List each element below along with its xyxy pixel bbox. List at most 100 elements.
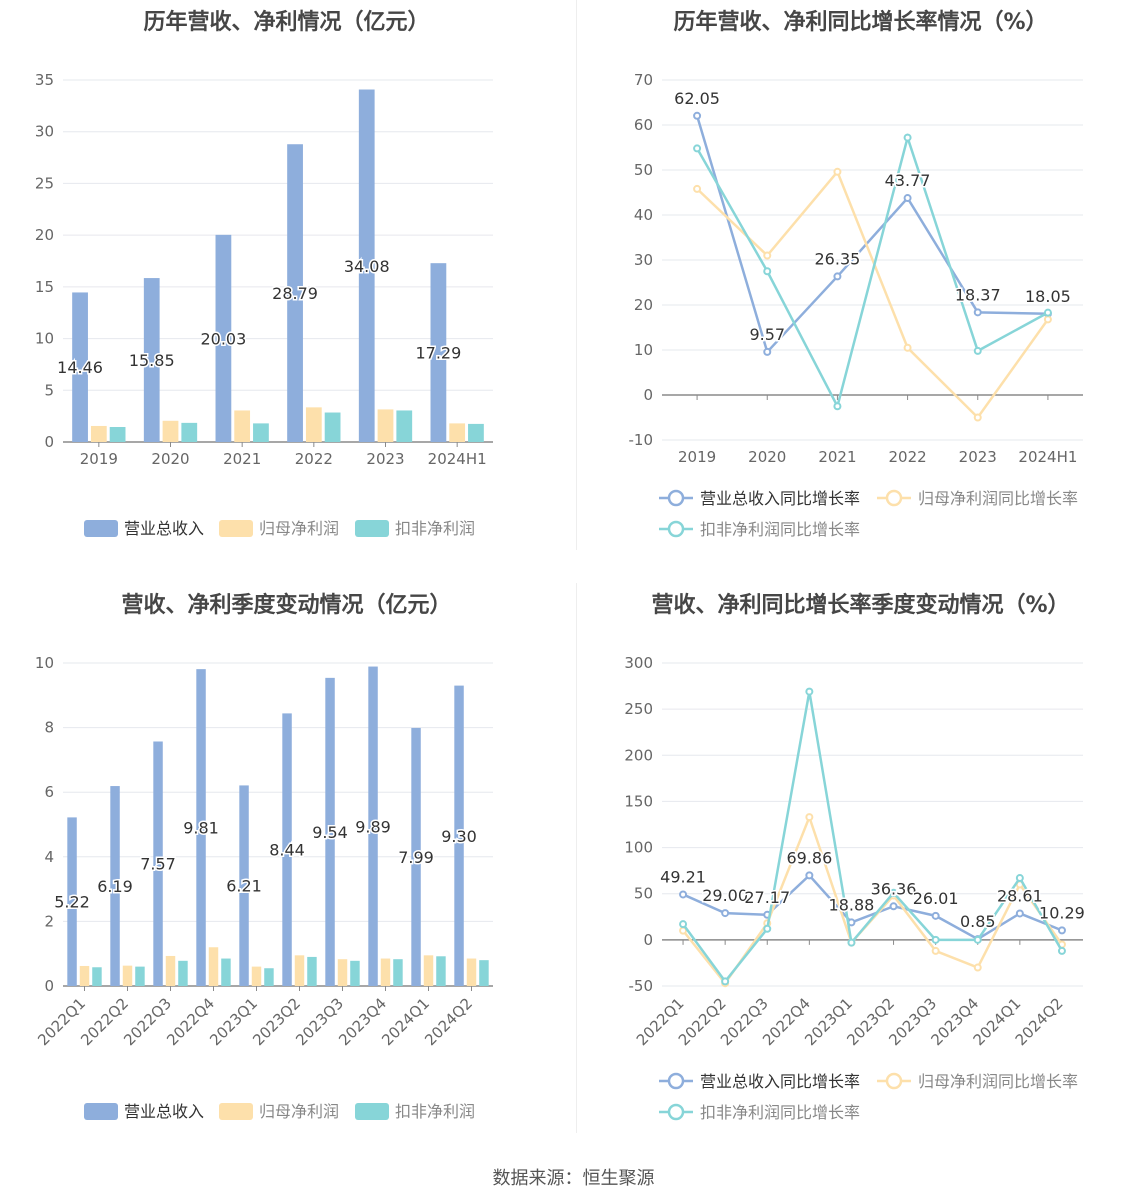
data-label: 9.54 — [312, 823, 348, 842]
legend-label: 营业总收入 — [124, 519, 204, 538]
x-tick-label: 2023 — [366, 450, 404, 468]
data-label: 6.21 — [226, 877, 262, 896]
x-tick-label: 2023 — [959, 448, 997, 466]
point — [973, 413, 982, 422]
line-deducted-growth — [682, 691, 1064, 984]
bar-deducted-profit — [181, 422, 198, 442]
point — [763, 924, 772, 933]
y-tick-label: 0 — [643, 386, 653, 404]
y-tick-label: 6 — [44, 783, 54, 801]
x-tick-label: 2021 — [223, 450, 261, 468]
data-label: 26.35 — [815, 249, 861, 268]
bar-net-profit — [90, 425, 107, 442]
point — [805, 813, 814, 822]
data-label: 8.44 — [269, 841, 305, 860]
legend-label: 扣非净利润同比增长率 — [700, 1103, 860, 1122]
data-label: 6.19 — [97, 877, 133, 896]
point — [805, 871, 814, 880]
data-label: 18.88 — [829, 895, 875, 914]
data-label: 17.29 — [415, 344, 461, 363]
point — [1015, 909, 1024, 918]
point — [903, 343, 912, 352]
data-label: 15.85 — [129, 351, 175, 370]
x-tick-label: 2022 — [295, 450, 333, 468]
line-revenue-growth — [695, 115, 1048, 355]
data-label: 26.01 — [913, 889, 959, 908]
legend-marker — [885, 489, 903, 507]
y-tick-label: 250 — [624, 700, 653, 718]
y-tick-label: 40 — [634, 206, 653, 224]
y-tick-label: 0 — [44, 433, 54, 451]
y-tick-label: 150 — [624, 792, 653, 810]
x-tick-label: 2019 — [80, 450, 118, 468]
legend-label: 扣非净利润 — [395, 519, 475, 538]
y-tick-label: 300 — [624, 654, 653, 672]
y-tick-label: 50 — [634, 161, 653, 179]
point — [889, 888, 898, 897]
y-tick-label: 70 — [634, 71, 653, 89]
point — [1015, 874, 1024, 883]
y-tick-label: 0 — [44, 977, 54, 995]
point — [833, 167, 842, 176]
y-tick-label: 30 — [35, 123, 54, 141]
data-label: 7.99 — [398, 848, 434, 867]
y-tick-label: 100 — [624, 839, 653, 857]
bar-revenue — [430, 263, 447, 442]
x-tick-label: 2024Q2 — [421, 994, 476, 1049]
data-label: 27.17 — [744, 888, 790, 907]
legend-swatch — [219, 1103, 253, 1120]
quarterly-revenue-profit-panel: 营收、净利季度变动情况（亿元） 0 2 4 6 8 10 2022Q1 2022Q2 2022Q… — [0, 583, 573, 1166]
bar-deducted-profit — [324, 412, 341, 442]
quarterly-line-chart: -500501001502002503002022Q12022Q22022Q32… — [624, 654, 1086, 1122]
bar-deducted-profit — [350, 960, 360, 986]
y-tick-label: 4 — [44, 848, 54, 866]
data-label: 9.81 — [183, 819, 219, 838]
point — [693, 144, 702, 153]
y-tick-label: 2 — [44, 912, 54, 930]
bar-revenue — [143, 278, 160, 442]
point — [847, 938, 856, 947]
bar-net-profit — [449, 423, 466, 442]
chart-title: 历年营收、净利同比增长率情况（%） — [673, 10, 1048, 35]
point — [973, 935, 982, 944]
bar-deducted-profit — [253, 423, 269, 442]
divider-bottom — [576, 583, 577, 1133]
point — [931, 935, 940, 944]
bar-net-profit — [423, 955, 434, 986]
point — [721, 977, 730, 986]
x-tick-label: 2019 — [678, 448, 716, 466]
legend-label: 归母净利润同比增长率 — [918, 489, 1078, 508]
data-label: 28.79 — [272, 284, 318, 303]
y-tick-label: 30 — [634, 251, 653, 269]
data-label: 49.21 — [660, 867, 706, 886]
line-deducted-growth — [695, 133, 1049, 410]
bar-deducted-profit — [393, 959, 403, 986]
point — [763, 347, 772, 356]
bar-net-profit — [251, 966, 262, 986]
bar-deducted-profit — [396, 410, 413, 442]
legend-marker — [667, 1103, 685, 1121]
legend-marker — [885, 1072, 903, 1090]
data-source: 数据来源：恒生聚源 — [492, 1168, 655, 1189]
point — [903, 133, 912, 142]
point — [679, 890, 688, 899]
quarterly-growth-panel: 营收、净利同比增长率季度变动情况（%） -50 0 50 100 150 200 250 30… — [574, 583, 1147, 1166]
legend-marker — [667, 489, 685, 507]
bar-deducted-profit — [307, 956, 317, 986]
point — [763, 267, 772, 276]
bar-revenue — [215, 234, 232, 442]
bar-deducted-profit — [468, 423, 484, 442]
data-label: 18.05 — [1025, 287, 1071, 306]
x-tick-label: 2020 — [748, 448, 786, 466]
legend-swatch — [84, 1103, 118, 1120]
y-tick-label: 10 — [634, 341, 653, 359]
bar-revenue — [358, 89, 375, 442]
point — [679, 920, 688, 929]
data-label: 14.46 — [57, 358, 103, 377]
x-tick-label: 2021 — [818, 448, 856, 466]
legend-swatch — [219, 520, 253, 537]
y-tick-label: 20 — [634, 296, 653, 314]
bar-revenue — [368, 666, 378, 986]
point — [1057, 946, 1066, 955]
y-tick-label: -50 — [629, 977, 654, 995]
